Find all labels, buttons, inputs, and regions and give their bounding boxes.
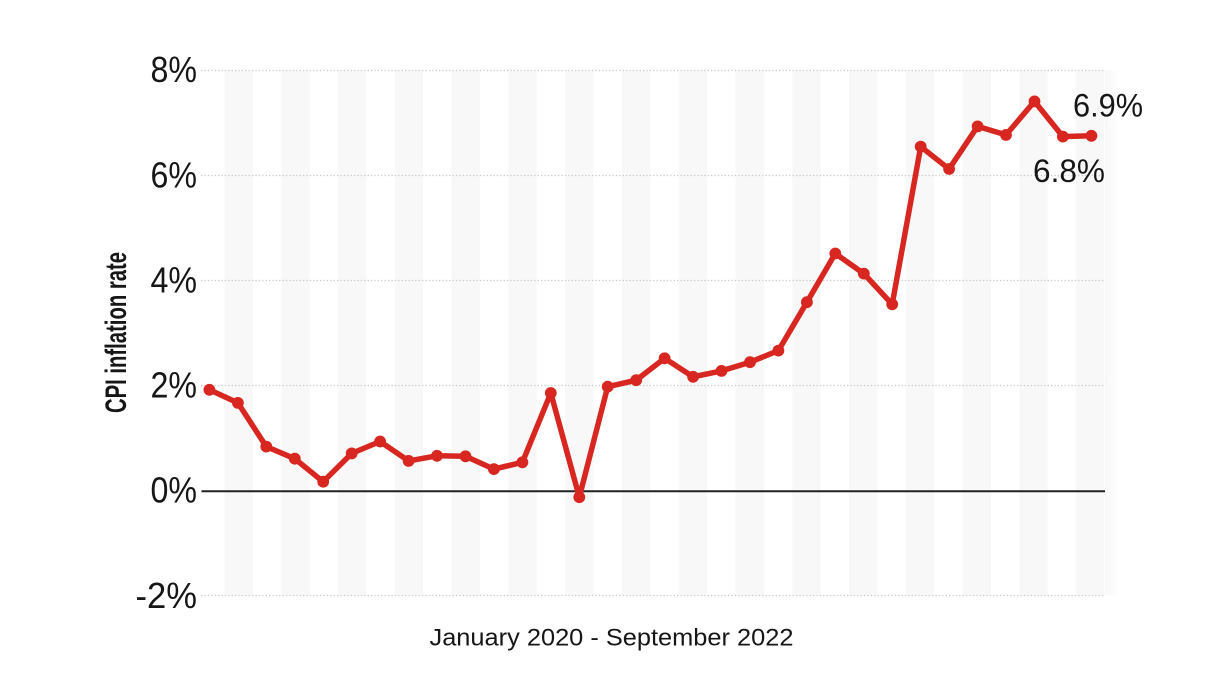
svg-text:CPI inflation rate: CPI inflation rate xyxy=(100,252,133,413)
svg-text:6%: 6% xyxy=(151,155,198,196)
svg-text:0%: 0% xyxy=(151,470,198,511)
svg-text:January 2020 - September 2022: January 2020 - September 2022 xyxy=(430,625,794,652)
svg-text:6.9%: 6.9% xyxy=(1073,88,1143,124)
svg-text:2%: 2% xyxy=(151,365,198,406)
svg-text:-2%: -2% xyxy=(136,575,198,616)
svg-text:6.8%: 6.8% xyxy=(1033,153,1105,189)
svg-text:8%: 8% xyxy=(151,49,198,90)
svg-text:4%: 4% xyxy=(151,260,198,301)
